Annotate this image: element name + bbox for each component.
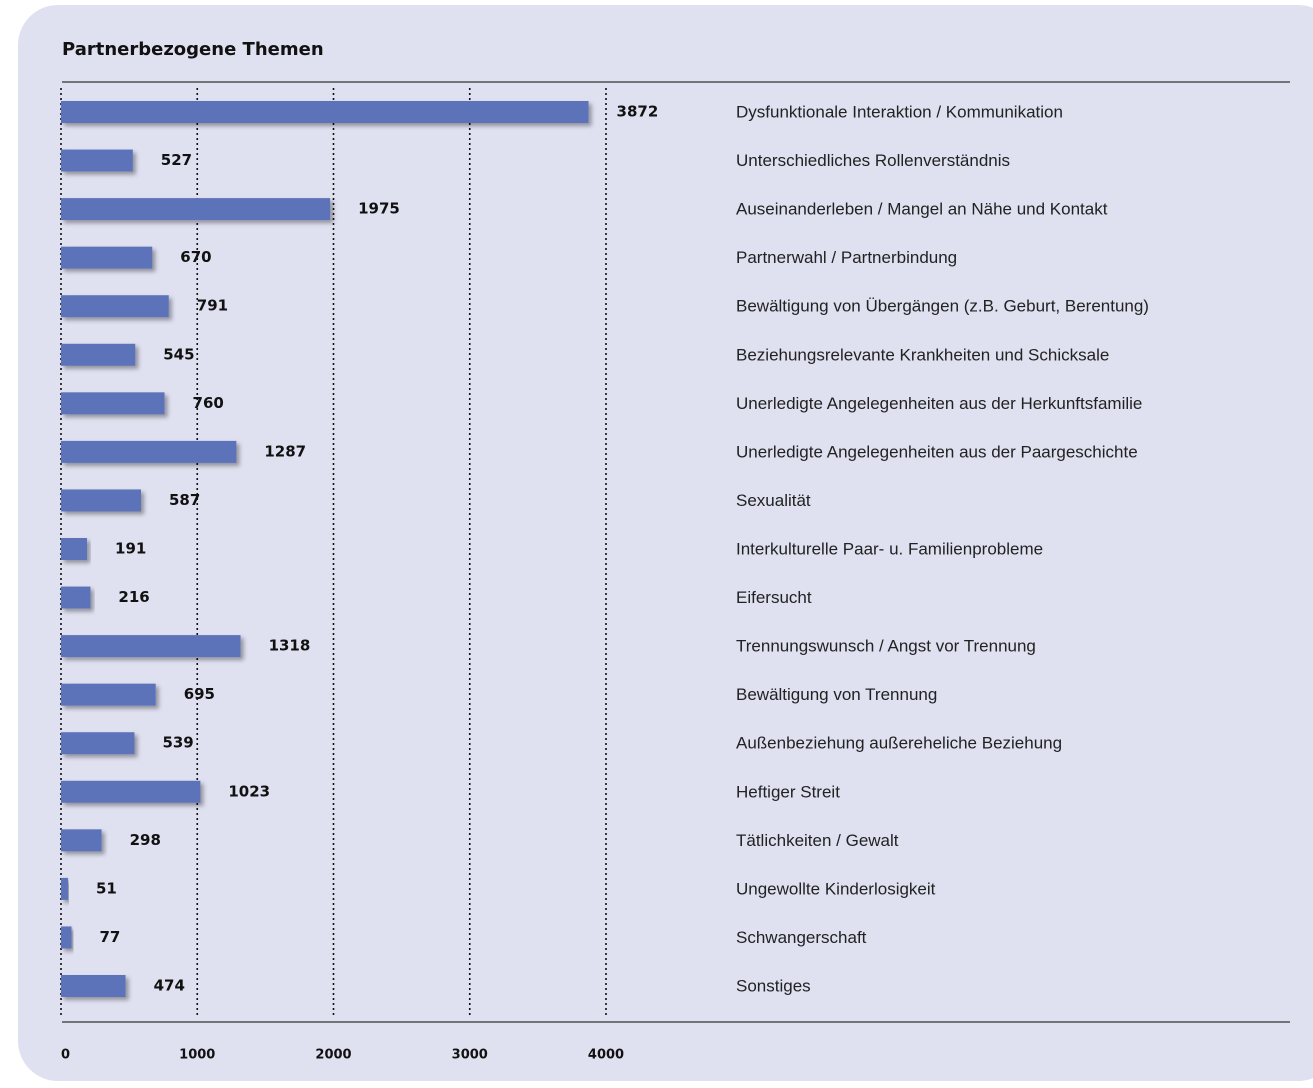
bar	[61, 683, 156, 706]
bar	[61, 926, 72, 949]
panel	[18, 5, 1313, 1081]
value-label: 298	[130, 831, 161, 849]
value-label: 1318	[269, 637, 311, 655]
category-label: Außenbeziehung außereheliche Beziehung	[736, 734, 1062, 753]
value-label: 1975	[358, 200, 400, 218]
value-label: 1023	[228, 782, 270, 800]
category-label: Interkulturelle Paar- u. Familienproblem…	[736, 539, 1043, 558]
bar	[61, 343, 136, 366]
x-tick-label: 2000	[315, 1048, 351, 1063]
category-label: Sonstiges	[736, 976, 811, 995]
value-label: 3872	[617, 103, 659, 121]
category-label: Auseinanderleben / Mangel an Nähe und Ko…	[736, 200, 1108, 219]
category-label: Bewältigung von Trennung	[736, 685, 937, 704]
bar	[61, 829, 102, 852]
bar	[61, 538, 88, 560]
category-label: Unterschiedliches Rollenverständnis	[736, 151, 1010, 170]
category-label: Bewältigung von Übergängen (z.B. Geburt,…	[736, 297, 1149, 316]
category-label: Heftiger Streit	[736, 782, 840, 801]
x-tick-label: 4000	[588, 1048, 624, 1063]
bar	[61, 489, 141, 512]
bar	[61, 877, 68, 900]
bar	[61, 440, 237, 463]
x-tick-label: 3000	[452, 1048, 488, 1063]
category-label: Tätlichkeiten / Gewalt	[736, 831, 899, 850]
category-label: Beziehungsrelevante Krankheiten und Schi…	[736, 345, 1109, 364]
bar	[61, 295, 169, 318]
category-label: Unerledigte Angelegenheiten aus der Paar…	[736, 442, 1138, 461]
category-label: Ungewollte Kinderlosigkeit	[736, 879, 936, 898]
x-tick-label: 0	[61, 1048, 70, 1063]
value-label: 527	[161, 151, 192, 169]
value-label: 474	[154, 977, 185, 995]
chart-title: Partnerbezogene Themen	[62, 39, 324, 60]
value-label: 1287	[264, 442, 306, 460]
bar	[61, 732, 135, 755]
value-label: 670	[180, 248, 211, 266]
bar	[61, 635, 241, 658]
value-label: 760	[193, 394, 224, 412]
bar	[61, 780, 201, 803]
value-label: 51	[96, 879, 117, 897]
bar	[61, 586, 91, 609]
value-label: 77	[99, 928, 120, 946]
bar	[61, 149, 133, 172]
bar	[61, 101, 589, 123]
category-label: Unerledigte Angelegenheiten aus der Herk…	[736, 394, 1142, 413]
value-label: 545	[163, 345, 194, 363]
bar	[61, 392, 165, 415]
category-label: Schwangerschaft	[736, 928, 867, 947]
bar	[61, 198, 331, 221]
bar	[61, 975, 126, 997]
x-tick-label: 1000	[179, 1048, 215, 1063]
category-label: Trennungswunsch / Angst vor Trennung	[736, 637, 1036, 656]
value-label: 216	[118, 588, 149, 606]
value-label: 539	[162, 734, 193, 752]
value-label: 695	[184, 685, 215, 703]
bar	[61, 246, 153, 269]
category-label: Sexualität	[736, 491, 811, 510]
value-label: 191	[115, 540, 146, 558]
category-label: Eifersucht	[736, 588, 812, 607]
value-label: 587	[169, 491, 200, 509]
category-label: Partnerwahl / Partnerbindung	[736, 248, 957, 267]
category-label: Dysfunktionale Interaktion / Kommunikati…	[736, 102, 1063, 121]
value-label: 791	[197, 297, 228, 315]
